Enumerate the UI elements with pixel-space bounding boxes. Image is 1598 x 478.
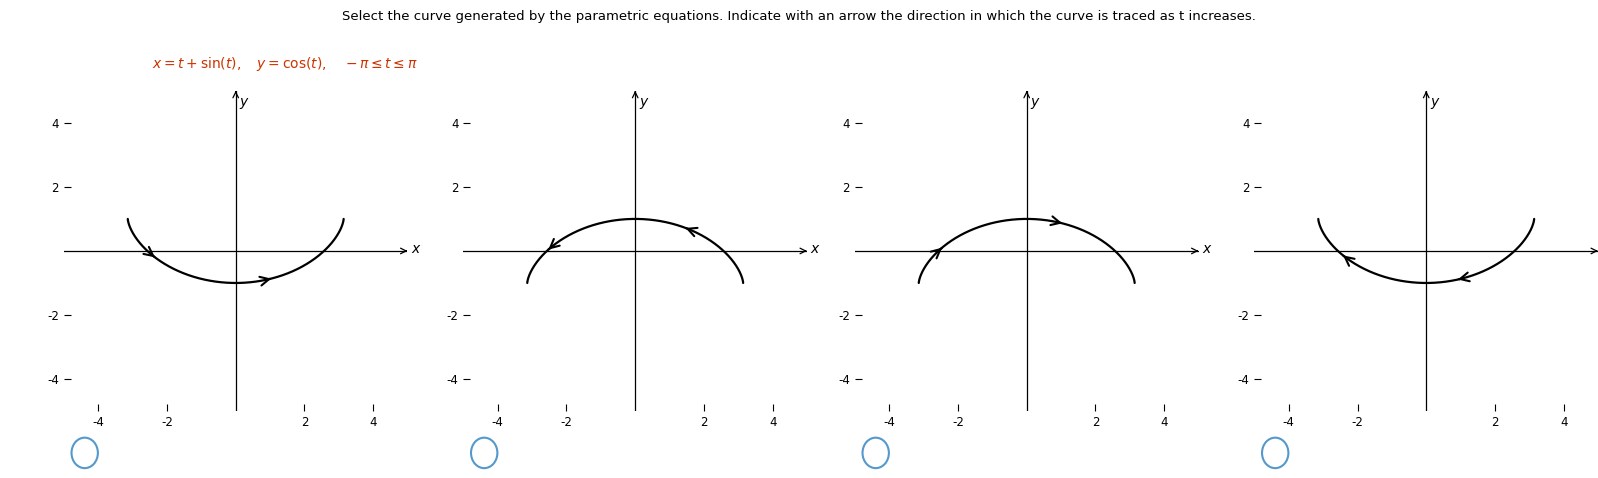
Text: $y$: $y$ (240, 96, 249, 110)
Text: $y$: $y$ (1031, 96, 1040, 110)
Text: Select the curve generated by the parametric equations. Indicate with an arrow t: Select the curve generated by the parame… (342, 10, 1256, 22)
Text: $x$: $x$ (411, 242, 422, 256)
Text: $x = t + \sin(t), \quad y = \cos(t), \quad -\pi \leq t \leq \pi$: $x = t + \sin(t), \quad y = \cos(t), \qu… (152, 55, 417, 73)
Text: $x$: $x$ (810, 242, 821, 256)
Text: $y$: $y$ (1430, 96, 1440, 110)
Text: $x$: $x$ (1202, 242, 1213, 256)
Text: $y$: $y$ (639, 96, 649, 110)
